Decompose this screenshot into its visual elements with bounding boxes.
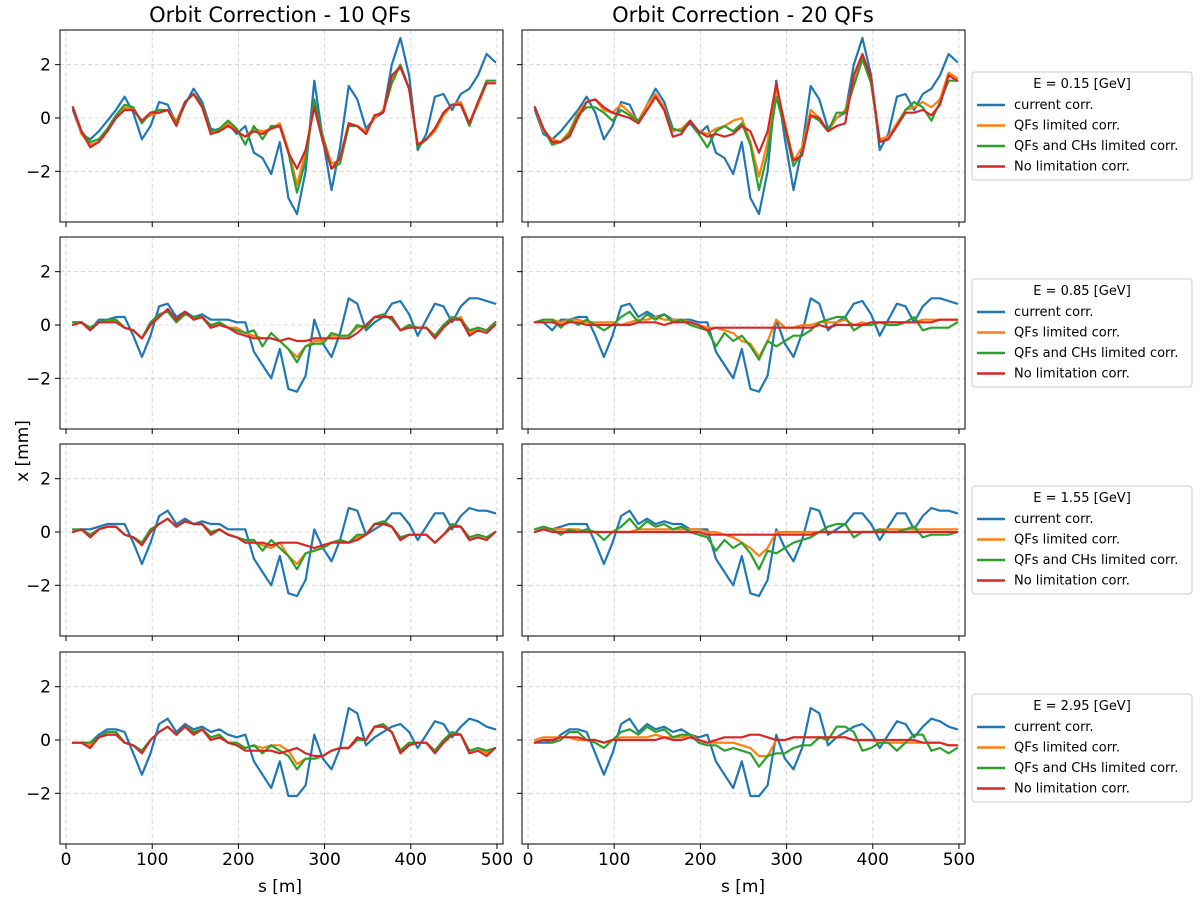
y-tick-label: −2 bbox=[26, 162, 51, 182]
series-line-current-corr bbox=[533, 297, 959, 393]
axes-frame bbox=[521, 443, 966, 637]
y-tick-label: −2 bbox=[26, 369, 51, 389]
x-tick-label: 200 bbox=[684, 850, 716, 870]
axes-frame bbox=[59, 443, 504, 637]
axes-frame bbox=[59, 651, 504, 845]
series-line-current-corr bbox=[71, 297, 497, 393]
legend-entry-label: current corr. bbox=[1014, 305, 1094, 320]
legend-entry-label: QFs limited corr. bbox=[1014, 119, 1120, 134]
x-tick-label: 100 bbox=[136, 850, 168, 870]
legend-entry-label: No limitation corr. bbox=[1014, 160, 1130, 175]
column-title-20-qfs: Orbit Correction - 20 QFs bbox=[612, 3, 874, 27]
y-tick-label: −2 bbox=[26, 576, 51, 596]
series-line-no-limitation-corr bbox=[533, 733, 959, 747]
x-tick-label: 0 bbox=[523, 850, 534, 870]
legend-entry-label: current corr. bbox=[1014, 512, 1094, 527]
legend-entry-label: QFs and CHs limited corr. bbox=[1014, 139, 1178, 154]
legend-box bbox=[971, 71, 1193, 181]
panel-20qfs-row-4: 0 100 200 300 400 500 E = 2.95 [GeV] current co… bbox=[517, 651, 1193, 870]
y-axis-label: x [mm] bbox=[13, 420, 33, 482]
legend-entry-label: current corr. bbox=[1014, 720, 1094, 735]
y-tick-label: 0 bbox=[40, 316, 51, 336]
legend: E = 2.95 [GeV] current corr. QFs limited c… bbox=[971, 693, 1193, 803]
y-tick-label: 2 bbox=[40, 470, 51, 490]
y-tick-label: 2 bbox=[40, 56, 51, 76]
axes-frame bbox=[521, 236, 966, 430]
series-line-no-limitation-corr bbox=[71, 725, 497, 758]
x-tick-label: 100 bbox=[598, 850, 630, 870]
legend: E = 0.85 [GeV] current corr. QFs limited c… bbox=[971, 278, 1193, 388]
legend-entry-label: QFs limited corr. bbox=[1014, 741, 1120, 756]
series-line-qfs-and-chs-limited-corr bbox=[533, 310, 959, 361]
series-line-no-limitation-corr bbox=[533, 52, 959, 162]
legend-title: E = 0.85 [GeV] bbox=[1033, 284, 1131, 299]
legend-box bbox=[971, 693, 1193, 803]
legend-title: E = 2.95 [GeV] bbox=[1033, 699, 1131, 714]
series-line-qfs-and-chs-limited-corr bbox=[533, 517, 959, 571]
legend-entry-label: QFs and CHs limited corr. bbox=[1014, 346, 1178, 361]
x-tick-label: 300 bbox=[308, 850, 340, 870]
legend-entry-label: current corr. bbox=[1014, 98, 1094, 113]
series-line-no-limitation-corr bbox=[533, 318, 959, 332]
panel-20qfs-row-1: E = 0.15 [GeV] current corr. QFs limited c… bbox=[517, 29, 1193, 227]
series-line-current-corr bbox=[533, 706, 959, 798]
series-line-qfs-limited-corr bbox=[533, 55, 959, 178]
legend-entry-label: QFs limited corr. bbox=[1014, 326, 1120, 341]
legend-entry-label: QFs limited corr. bbox=[1014, 533, 1120, 548]
legend-entry-label: No limitation corr. bbox=[1014, 367, 1130, 382]
panel-10qfs-row-2: −2 0 2 bbox=[26, 236, 504, 434]
y-tick-label: 2 bbox=[40, 263, 51, 283]
x-tick-label: 300 bbox=[770, 850, 802, 870]
legend-box bbox=[971, 485, 1193, 595]
x-tick-label: 0 bbox=[61, 850, 72, 870]
y-tick-label: 0 bbox=[40, 523, 51, 543]
panel-20qfs-row-2: E = 0.85 [GeV] current corr. QFs limited c… bbox=[517, 236, 1193, 434]
legend: E = 0.15 [GeV] current corr. QFs limited c… bbox=[971, 71, 1193, 181]
legend-entry-label: No limitation corr. bbox=[1014, 574, 1130, 589]
series-line-qfs-and-chs-limited-corr bbox=[533, 725, 959, 768]
legend: E = 1.55 [GeV] current corr. QFs limited c… bbox=[971, 485, 1193, 595]
y-tick-label: 0 bbox=[40, 109, 51, 129]
x-tick-label: 200 bbox=[222, 850, 254, 870]
axes-frame bbox=[59, 236, 504, 430]
x-axis-label-right: s [m] bbox=[721, 877, 765, 897]
y-tick-label: 0 bbox=[40, 731, 51, 751]
axes-frame bbox=[59, 29, 504, 223]
series-line-no-limitation-corr bbox=[71, 66, 497, 170]
y-tick-label: 2 bbox=[40, 678, 51, 698]
series-line-current-corr bbox=[71, 706, 497, 798]
series-line-qfs-and-chs-limited-corr bbox=[71, 517, 497, 571]
panel-20qfs-row-3: E = 1.55 [GeV] current corr. QFs limited c… bbox=[517, 443, 1193, 641]
series-line-current-corr bbox=[71, 36, 497, 216]
legend-entry-label: QFs and CHs limited corr. bbox=[1014, 553, 1178, 568]
series-line-no-limitation-corr bbox=[71, 517, 497, 550]
panel-10qfs-row-1: −2 0 2 bbox=[26, 29, 504, 227]
series-line-qfs-and-chs-limited-corr bbox=[71, 310, 497, 364]
legend-entry-label: QFs and CHs limited corr. bbox=[1014, 761, 1178, 776]
panel-10qfs-row-3: −2 0 2 bbox=[26, 443, 504, 641]
legend-entry-label: No limitation corr. bbox=[1014, 782, 1130, 797]
legend-title: E = 0.15 [GeV] bbox=[1033, 77, 1131, 92]
series-line-current-corr bbox=[71, 506, 497, 598]
series-line-no-limitation-corr bbox=[71, 307, 497, 343]
series-line-current-corr bbox=[533, 506, 959, 598]
x-tick-label: 500 bbox=[481, 850, 513, 870]
axes-frame bbox=[521, 29, 966, 223]
series-line-no-limitation-corr bbox=[533, 528, 959, 536]
axes-frame bbox=[521, 651, 966, 845]
x-tick-label: 500 bbox=[943, 850, 975, 870]
panel-10qfs-row-4: 0 100 200 300 400 500 −2 0 2 bbox=[26, 651, 513, 870]
y-tick-label: −2 bbox=[26, 784, 51, 804]
x-tick-label: 400 bbox=[857, 850, 889, 870]
legend-title: E = 1.55 [GeV] bbox=[1033, 491, 1131, 506]
x-tick-label: 400 bbox=[395, 850, 427, 870]
x-axis-label-left: s [m] bbox=[258, 877, 302, 897]
legend-box bbox=[971, 278, 1193, 388]
column-title-10-qfs: Orbit Correction - 10 QFs bbox=[149, 3, 411, 27]
